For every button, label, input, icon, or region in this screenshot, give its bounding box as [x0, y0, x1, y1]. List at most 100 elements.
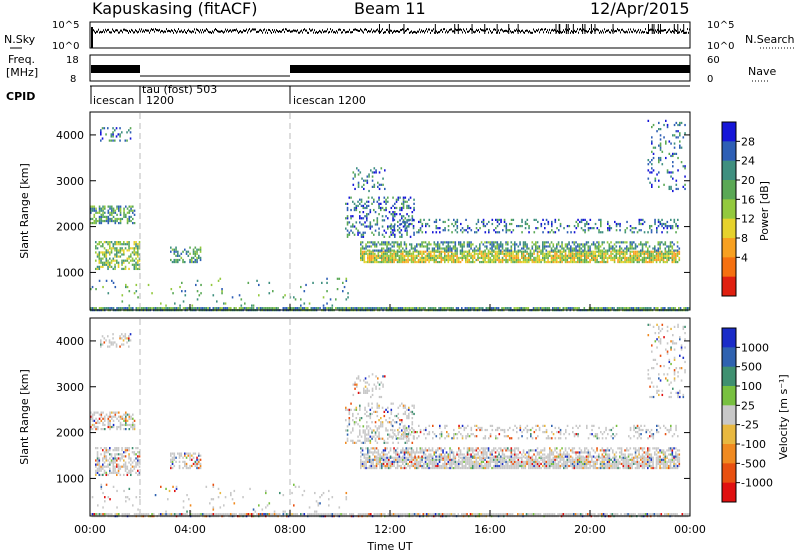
heatmap-cell — [686, 307, 689, 310]
heatmap-cell — [451, 254, 453, 257]
heatmap-cell — [670, 224, 672, 228]
heatmap-cell — [451, 247, 453, 250]
heatmap-cell — [410, 462, 413, 466]
heatmap-cell — [383, 196, 386, 199]
heatmap-cell — [656, 227, 658, 230]
heatmap-cell — [396, 260, 399, 264]
nsky-sample — [547, 29, 548, 32]
heatmap-cell — [130, 469, 132, 472]
heatmap-cell — [608, 254, 611, 257]
heatmap-cell — [554, 250, 556, 253]
heatmap-cell — [437, 256, 439, 260]
heatmap-cell — [514, 260, 516, 264]
nsky-sample — [267, 31, 268, 34]
heatmap-cell — [119, 417, 122, 420]
heatmap-cell — [573, 224, 576, 228]
nsky-sample — [190, 30, 191, 33]
heatmap-cell — [486, 466, 488, 470]
heatmap-cell — [449, 241, 451, 244]
heatmap-cell — [507, 464, 509, 468]
nsky-sample — [277, 30, 278, 33]
heatmap-cell — [109, 205, 111, 208]
heatmap-cell — [606, 241, 609, 244]
heatmap-cell — [386, 245, 388, 248]
nsky-sample — [187, 29, 188, 32]
heatmap-cell — [110, 461, 113, 464]
heatmap-cell — [398, 250, 401, 253]
nsky-sample — [624, 31, 625, 34]
heatmap-cell — [498, 456, 500, 459]
nsky-sample — [551, 29, 552, 32]
heatmap-cell — [196, 460, 198, 463]
heatmap-cell — [540, 250, 542, 253]
heatmap-cell — [118, 307, 120, 310]
heatmap-cell — [410, 258, 413, 262]
heatmap-cell — [594, 307, 596, 310]
heatmap-cell — [431, 462, 434, 466]
heatmap-cell — [118, 207, 120, 210]
heatmap-cell — [421, 460, 423, 463]
heatmap-cell — [357, 307, 360, 310]
heatmap-cell — [117, 241, 120, 244]
colorbar-tick-label: 4 — [741, 251, 748, 264]
heatmap-cell — [542, 256, 544, 260]
heatmap-cell — [491, 243, 493, 246]
heatmap-cell — [584, 224, 586, 228]
heatmap-cell — [480, 460, 483, 463]
heatmap-cell — [385, 307, 388, 310]
heatmap-cell — [507, 241, 509, 244]
heatmap-cell — [91, 496, 94, 499]
heatmap-cell — [375, 171, 377, 174]
heatmap-cell — [112, 259, 115, 262]
heatmap-cell — [521, 231, 523, 234]
nsky-sample — [170, 30, 171, 33]
heatmap-cell — [378, 213, 380, 216]
heatmap-cell — [391, 252, 394, 255]
heatmap-cell — [671, 247, 674, 250]
heatmap-cell — [352, 223, 354, 226]
nsky-sample — [139, 28, 140, 31]
heatmap-cell — [623, 307, 626, 310]
heatmap-cell — [580, 254, 583, 257]
heatmap-cell — [128, 261, 130, 264]
heatmap-cell — [484, 254, 486, 257]
nsky-sample — [361, 29, 362, 32]
heatmap-cell — [393, 462, 395, 466]
heatmap-cell — [124, 447, 127, 450]
heatmap-cell — [482, 458, 485, 461]
heatmap-cell — [198, 462, 200, 466]
heatmap-cell — [424, 250, 427, 253]
heatmap-cell — [647, 254, 649, 257]
heatmap-cell — [395, 252, 397, 255]
heatmap-cell — [631, 260, 633, 264]
heatmap-cell — [119, 307, 122, 310]
heatmap-cell — [130, 259, 132, 262]
heatmap-cell — [647, 260, 649, 264]
nsky-sample — [684, 31, 685, 34]
heatmap-cell — [112, 215, 115, 219]
heatmap-cell — [379, 256, 381, 260]
heatmap-cell — [93, 222, 96, 225]
heatmap-cell — [395, 250, 397, 253]
heatmap-cell — [582, 218, 585, 221]
heatmap-cell — [522, 252, 525, 255]
nsky-sample — [664, 29, 665, 32]
nsky-sample — [365, 28, 366, 31]
heatmap-cell — [577, 218, 579, 221]
heatmap-cell — [482, 220, 485, 224]
heatmap-cell — [109, 265, 111, 268]
heatmap-cell — [559, 258, 562, 262]
heatmap-cell — [102, 423, 104, 427]
heatmap-cell — [656, 229, 658, 232]
heatmap-cell — [391, 241, 394, 244]
heatmap-cell — [131, 251, 134, 254]
nsearch-tick-bottom: 10^0 — [707, 41, 734, 52]
nsky-sample — [413, 31, 414, 34]
heatmap-cell — [479, 227, 481, 230]
heatmap-cell — [463, 243, 465, 246]
heatmap-cell — [605, 252, 607, 255]
nsky-sample — [494, 28, 495, 31]
heatmap-cell — [454, 222, 457, 226]
heatmap-cell — [128, 413, 131, 416]
heatmap-cell — [606, 260, 609, 264]
